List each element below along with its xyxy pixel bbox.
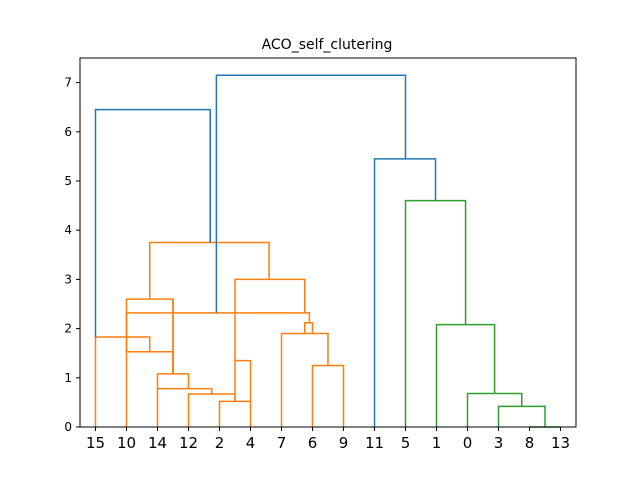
- leaf-label: 6: [308, 434, 318, 452]
- leaf-label: 12: [179, 434, 198, 452]
- y-tick-label: 6: [64, 125, 72, 139]
- dendrogram-link: [280, 332, 329, 427]
- dendrogram-link: [304, 321, 314, 334]
- y-tick-label: 4: [64, 223, 72, 237]
- leaf-label: 5: [401, 434, 411, 452]
- dendrogram-link: [466, 392, 523, 427]
- leaf-label: 8: [525, 434, 535, 452]
- dendrogram-link: [234, 359, 252, 402]
- y-axis: 0 1 2 3 4 5 6 7: [64, 76, 80, 434]
- dendrogram-link: [497, 405, 546, 427]
- chart-title: ACO_self_clutering: [262, 37, 393, 53]
- dendrogram-link: [215, 74, 407, 313]
- leaf-label: 15: [86, 434, 105, 452]
- leaf-label: 2: [215, 434, 225, 452]
- dendrogram-link: [94, 336, 151, 427]
- leaf-label: 14: [148, 434, 167, 452]
- dendrogram-link: [311, 364, 345, 427]
- dendrogram-links: [94, 74, 561, 428]
- leaf-label: 3: [494, 434, 504, 452]
- y-tick-label: 7: [64, 76, 72, 90]
- leaf-label: 0: [463, 434, 473, 452]
- y-tick-label: 0: [64, 420, 72, 434]
- dendrogram-link: [156, 387, 213, 427]
- plot-frame: [79, 57, 577, 428]
- dendrogram-link: [218, 400, 252, 427]
- dendrogram-link: [404, 199, 467, 427]
- leaf-label: 11: [365, 434, 384, 452]
- y-tick-label: 2: [64, 322, 72, 336]
- leaf-label: 4: [246, 434, 256, 452]
- dendrogram-link: [149, 241, 270, 300]
- dendrogram-link: [234, 278, 306, 361]
- y-tick-label: 3: [64, 272, 72, 286]
- x-axis: 15 10 14 12 2 4 7 6 9 11 5 1 0 3 8 13: [86, 427, 570, 452]
- leaf-label: 9: [339, 434, 349, 452]
- dendrogram-link: [435, 323, 496, 427]
- dendrogram-link: [94, 108, 211, 337]
- y-tick-label: 1: [64, 371, 72, 385]
- leaf-label: 7: [277, 434, 287, 452]
- leaf-label: 13: [551, 434, 570, 452]
- leaf-label: 10: [117, 434, 136, 452]
- dendrogram-link: [156, 373, 190, 389]
- y-tick-label: 5: [64, 174, 72, 188]
- leaf-label: 1: [432, 434, 442, 452]
- dendrogram-link: [187, 393, 236, 427]
